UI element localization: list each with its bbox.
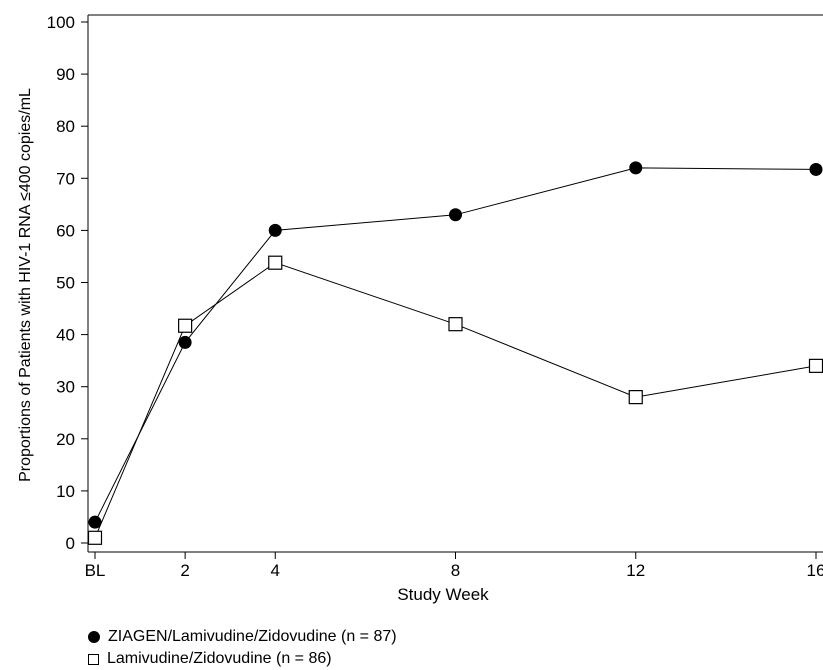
series-1-point: [178, 335, 192, 349]
x-tick-label: 8: [451, 561, 460, 580]
y-tick-label: 100: [47, 13, 75, 32]
series-1-point: [88, 515, 102, 529]
legend-item-series-1: ZIAGEN/Lamivudine/Zidovudine (n = 87): [88, 626, 397, 648]
y-axis-ticks: 0 10 20 30 40 50 60 70 80 90 100: [47, 13, 88, 553]
y-tick-label: 40: [56, 326, 75, 345]
x-tick-label: 2: [180, 561, 189, 580]
y-tick-label: 30: [56, 378, 75, 397]
series-2-point: [268, 255, 283, 270]
x-tick-label: 16: [807, 561, 823, 580]
x-axis-label: Study Week: [397, 585, 489, 604]
y-tick-label: 10: [56, 482, 75, 501]
legend-item-series-2: Lamivudine/Zidovudine (n = 86): [88, 648, 397, 670]
y-tick-label: 0: [66, 534, 75, 553]
series-markers: [87, 161, 823, 545]
series-2-line: [94, 262, 817, 538]
x-tick-label: BL: [85, 561, 106, 580]
legend-label-series-1: ZIAGEN/Lamivudine/Zidovudine (n = 87): [108, 628, 397, 645]
open-square-icon: [88, 653, 99, 665]
legend-label-series-2: Lamivudine/Zidovudine (n = 86): [107, 650, 332, 667]
y-tick-label: 70: [56, 169, 75, 188]
series-1-line: [94, 167, 817, 523]
filled-circle-icon: [88, 631, 100, 643]
y-tick-label: 80: [56, 117, 75, 136]
series-1-point: [268, 223, 282, 237]
y-tick-label: 60: [56, 221, 75, 240]
x-tick-label: 12: [626, 561, 645, 580]
series-2-point: [87, 530, 103, 545]
series-2-point: [448, 317, 463, 332]
series-2-point: [808, 358, 823, 373]
y-tick-label: 90: [56, 65, 75, 84]
y-tick-label: 20: [56, 430, 75, 449]
y-axis-label: Proportions of Patients with HIV-1 RNA ≤…: [17, 88, 34, 482]
series-lines: [94, 167, 817, 538]
legend: ZIAGEN/Lamivudine/Zidovudine (n = 87) La…: [88, 626, 397, 670]
series-1-point: [449, 208, 462, 222]
series-1-point: [629, 161, 643, 175]
x-tick-label: 4: [271, 561, 280, 580]
series-2-point: [628, 390, 643, 405]
x-axis-ticks: BL 2 4 8 12 16: [85, 552, 823, 580]
y-tick-label: 50: [56, 274, 75, 293]
series-1-point: [809, 162, 823, 176]
series-2-point: [178, 318, 193, 333]
